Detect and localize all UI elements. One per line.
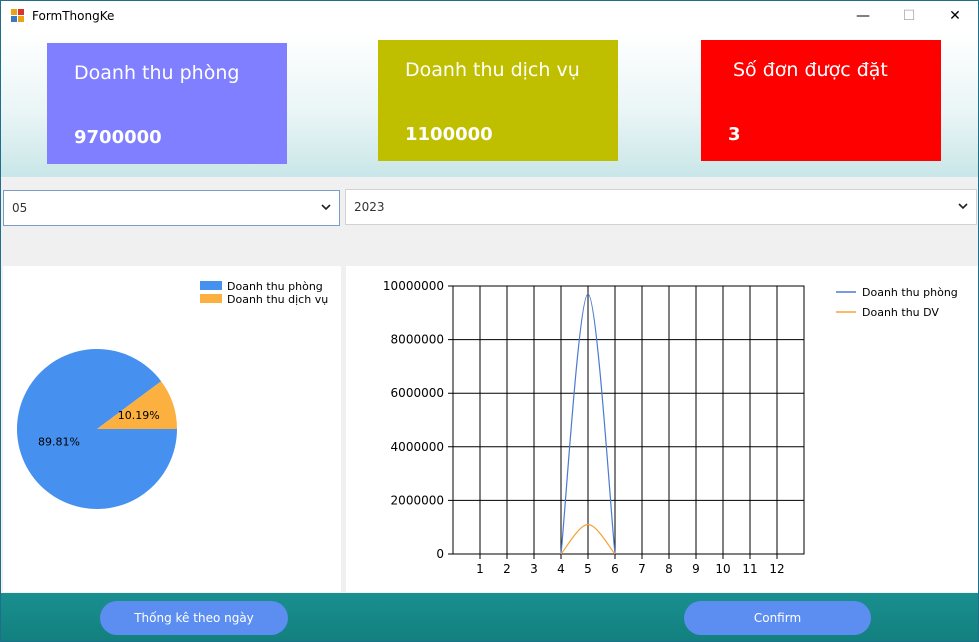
x-tick-label: 1	[476, 562, 484, 576]
line-chart: 1 2 3 4 5 6 7 8 9 10 11 120200000040000006000000800…	[383, 279, 958, 576]
pie-slice	[97, 381, 177, 429]
plot-area	[452, 285, 805, 555]
x-tick-label: 2	[503, 562, 511, 576]
line-chart-panel: 1 2 3 4 5 6 7 8 9 10 11 12 0 2000000 4000000 6000000 800…	[346, 266, 978, 592]
x-tick-label: 7	[638, 562, 646, 576]
y-tick-label: 4000000	[391, 440, 444, 454]
minimize-icon[interactable]: —	[856, 8, 870, 24]
service-revenue-label: Doanh thu dịch vụ	[405, 59, 580, 81]
x-tick-label: 3	[530, 562, 538, 576]
y-tick-label: 0	[436, 547, 444, 561]
app-icon	[11, 9, 24, 22]
close-icon[interactable]: ✕	[949, 8, 961, 24]
x-tick-label: 6	[611, 562, 619, 576]
confirm-button[interactable]: Confirm	[684, 601, 871, 635]
legend-label: Doanh thu DV	[862, 306, 939, 319]
x-tick-label: 4	[557, 562, 565, 576]
booking-count-label: Số đơn được đặt	[733, 59, 888, 81]
window-title: FormThongKe	[32, 9, 115, 23]
legend-label: Doanh thu dịch vụ	[227, 293, 328, 306]
pie-slice-label: 10.19%	[118, 409, 160, 422]
x-tick-label: 10	[715, 562, 730, 576]
maximize-icon[interactable]: ☐	[902, 8, 916, 24]
x-tick-label: 8	[665, 562, 673, 576]
service-revenue-card: Doanh thu dịch vụ 1100000	[378, 40, 618, 161]
legend-label: Doanh thu phòng	[227, 280, 323, 293]
room-revenue-label: Doanh thu phòng	[74, 62, 240, 84]
y-tick-label: 8000000	[391, 333, 444, 347]
pie-chart-panel: Doanh thu phòng Doanh thu dịch vụ 89.81% 1…	[3, 266, 341, 592]
x-tick-label: 12	[769, 562, 784, 576]
y-tick-label: 2000000	[391, 493, 444, 507]
footer-bar: Thống kê theo ngày Confirm	[1, 593, 978, 641]
year-select[interactable]: 2023	[345, 189, 977, 225]
month-select[interactable]: 05	[3, 190, 340, 226]
daily-stats-button[interactable]: Thống kê theo ngày	[100, 601, 288, 635]
room-revenue-value: 9700000	[74, 127, 162, 148]
y-tick-label: 6000000	[391, 386, 444, 400]
legend-swatch	[200, 294, 222, 303]
legend-label: Doanh thu phòng	[862, 286, 958, 299]
y-tick-label: 10000000	[383, 279, 444, 293]
summary-header: Doanh thu phòng 9700000 Doanh thu dịch v…	[1, 32, 978, 177]
series-line	[560, 293, 616, 555]
chevron-down-icon	[321, 204, 331, 211]
service-revenue-value: 1100000	[405, 124, 493, 145]
room-revenue-card: Doanh thu phòng 9700000	[47, 43, 287, 164]
x-tick-label: 9	[692, 562, 700, 576]
booking-count-value: 3	[728, 124, 741, 145]
pie-slice-label: 89.81%	[38, 436, 80, 449]
legend-swatch	[200, 281, 222, 290]
year-select-value: 2023	[354, 200, 385, 214]
title-bar: FormThongKe — ☐ ✕	[1, 1, 978, 32]
month-select-value: 05	[12, 201, 28, 215]
chevron-down-icon	[958, 203, 968, 210]
series-line	[560, 523, 616, 555]
x-tick-label: 11	[742, 562, 757, 576]
booking-count-card: Số đơn được đặt 3	[701, 40, 941, 161]
x-tick-label: 5	[584, 562, 592, 576]
